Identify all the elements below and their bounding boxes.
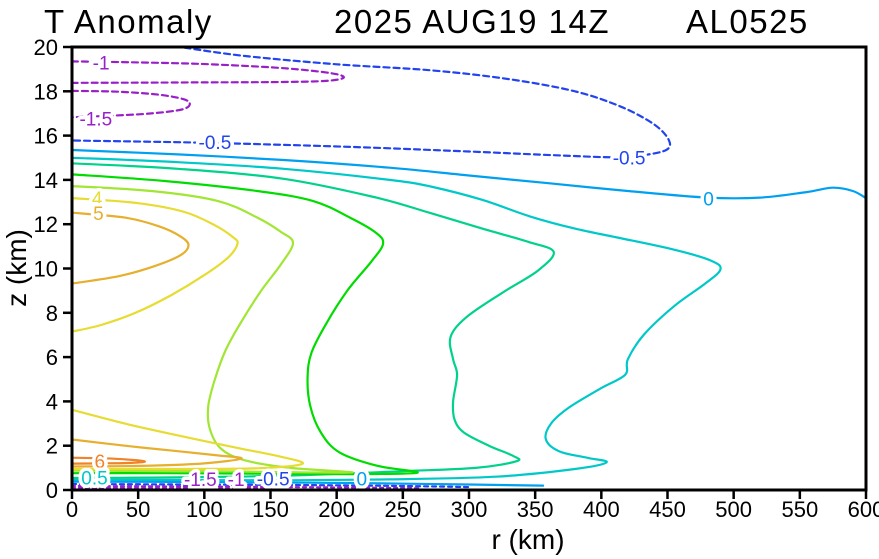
y-tick-label: 14 <box>34 168 58 193</box>
contour-line-3 <box>70 185 354 474</box>
contour-line-2 <box>70 173 419 476</box>
x-tick-label: 400 <box>583 497 620 522</box>
contour-label: 0.5 <box>81 469 107 490</box>
y-tick-label: 18 <box>34 79 58 104</box>
y-tick-label: 2 <box>46 434 58 459</box>
contour-label: 4 <box>92 189 103 210</box>
plot-frame <box>70 45 868 492</box>
x-tick-label: 100 <box>186 497 223 522</box>
contour-label: -0.5 <box>257 469 290 490</box>
contour-label: -1 <box>93 54 110 75</box>
y-tick-label: 10 <box>34 257 58 282</box>
contour-line-1 <box>70 162 555 480</box>
contour-line--0.5 <box>70 482 471 489</box>
contour-line-0.5 <box>70 156 722 482</box>
contour-label: 0 <box>357 469 368 490</box>
contour-layer <box>70 46 868 490</box>
contour-line-4 <box>70 197 239 333</box>
chart-title-variable: T Anomaly <box>44 3 213 40</box>
contour-line-0 <box>70 480 545 487</box>
contour-label: -0.5 <box>199 133 232 154</box>
y-tick-label: 16 <box>34 124 58 149</box>
x-tick-label: 200 <box>318 497 355 522</box>
x-tick-label: 50 <box>126 497 150 522</box>
contour-label-layer: -1 -1.5 -0.5 -0.5 0 45 60.5 -1.5 -1 -0.5 0 <box>76 50 717 494</box>
chart-title-storm-id: AL0525 <box>686 3 809 40</box>
contour-label: -1.5 <box>79 109 112 130</box>
contour-label: -1.5 <box>184 470 217 491</box>
x-tick-label: 0 <box>66 497 78 522</box>
y-tick-label: 6 <box>46 345 58 370</box>
contour-line--1 <box>70 484 420 490</box>
contour-line--1 <box>70 60 345 84</box>
y-tick-label: 12 <box>34 212 58 237</box>
contour-line-5 <box>70 438 243 468</box>
contour-label: -0.5 <box>613 148 646 169</box>
y-axis-title: z (km) <box>1 229 32 307</box>
contour-label: 6 <box>95 452 106 473</box>
y-tick-label: 4 <box>46 389 58 414</box>
contour-label: 0 <box>703 189 714 210</box>
y-tick-label: 8 <box>46 301 58 326</box>
y-tick-label: 20 <box>34 35 58 60</box>
x-tick-label: 600 <box>848 497 879 522</box>
x-tick-label: 550 <box>781 497 818 522</box>
contour-label: -1 <box>228 470 245 491</box>
x-tick-label: 450 <box>649 497 686 522</box>
x-tick-label: 150 <box>252 497 289 522</box>
x-axis-title: r (km) <box>491 524 564 555</box>
chart-title-datetime: 2025 AUG19 14Z <box>334 3 610 40</box>
y-tick-label: 0 <box>46 478 58 503</box>
contour-line-4 <box>70 408 305 471</box>
contour-label: 5 <box>93 204 104 225</box>
x-tick-label: 300 <box>451 497 488 522</box>
contour-line-5 <box>70 211 190 285</box>
contour-line-6 <box>70 456 146 465</box>
x-tick-label: 250 <box>384 497 421 522</box>
x-tick-label: 500 <box>715 497 752 522</box>
contour-line--1.5 <box>70 89 191 119</box>
x-tick-label: 350 <box>517 497 554 522</box>
contour-line-0 <box>70 148 868 200</box>
contour-line--0.5 <box>70 46 672 159</box>
